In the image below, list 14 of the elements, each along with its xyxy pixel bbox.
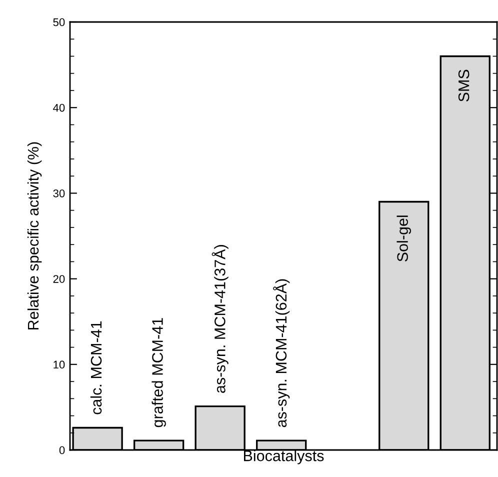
x-tick-label: grafted MCM-41 <box>152 318 166 428</box>
y-tick-label: 30 <box>53 189 65 198</box>
y-tick-label: 40 <box>53 104 65 112</box>
x-tick-label: as-syn. MCM-41(37Å) <box>212 245 228 393</box>
y-tick-label: 10 <box>54 360 65 369</box>
y-tick-label: 20 <box>53 275 65 283</box>
x-tick-label: as-syn. MCM-41(62Å) <box>273 279 290 428</box>
x-tick-label: Sol-gel <box>396 216 411 262</box>
x-axis-title: Biocatalysts <box>244 450 324 464</box>
y-tick-label: 0 <box>59 446 65 454</box>
x-tick-label: SMS <box>458 70 470 102</box>
y-axis-title: Relative specific activity (%) <box>27 142 42 330</box>
x-tick-label: calc. MCM-41 <box>90 321 102 414</box>
y-tick-label: 50 <box>53 18 65 26</box>
